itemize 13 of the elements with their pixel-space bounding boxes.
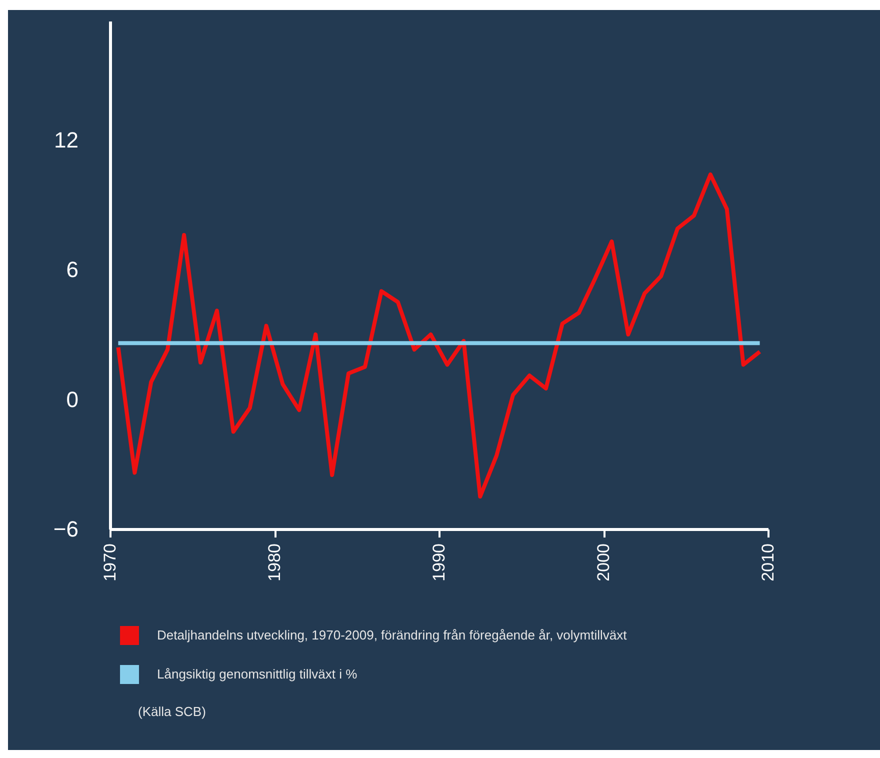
x-tick-label: 2000 [594,544,613,582]
line-series [116,172,762,499]
x-tick-label: 1990 [430,544,448,582]
text: (Källa SCB) [138,704,206,719]
x-tick-label: 1980 [265,544,284,582]
y-tick-label: −6 [53,516,78,542]
legend-label: Långsiktig genomsnittlig tillväxt i % [157,666,358,682]
y-tick-label: 6 [66,257,78,282]
y-tick-label: 12 [54,127,78,152]
legend-label: Detaljhandelns utveckling, 1970-2009, förändring från föregående år, volymtillväxt [157,628,628,642]
x-tick-label: 2010 [758,544,778,582]
x-tick-label: 1970 [100,544,120,582]
y-tick-label: 0 [66,386,78,412]
